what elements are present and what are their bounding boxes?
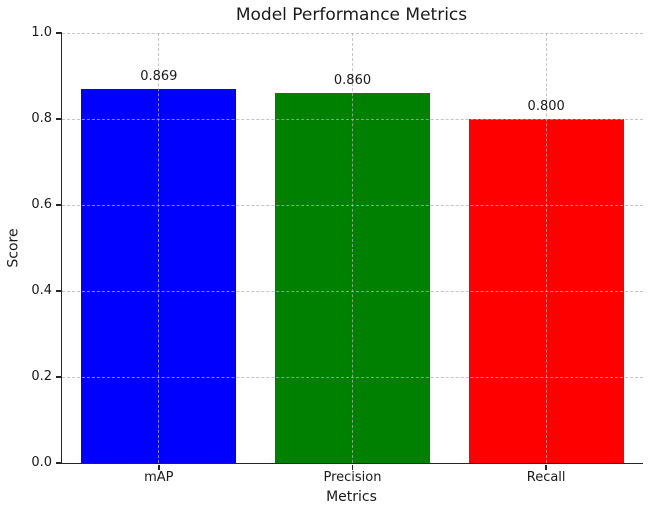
- y-tick-mark: [56, 290, 62, 292]
- y-gridline: [62, 32, 643, 34]
- y-tick-label: 1.0: [31, 25, 52, 40]
- bar-value-label: 0.800: [527, 99, 565, 114]
- plot-area: 0.0 0.2 0.4 0.6 0.8 1.0 0.869 mAP 0.860 Precision…: [31, 25, 643, 485]
- x-tick-label: Precision: [323, 470, 382, 485]
- bar-precision: [275, 93, 430, 463]
- bar-recall: [468, 119, 624, 463]
- y-tick-mark: [56, 118, 62, 120]
- y-tick-label: 0.8: [31, 111, 52, 126]
- x-tick-label: Recall: [526, 470, 566, 485]
- x-tick-mark: [158, 464, 160, 470]
- bar-value-label: 0.869: [140, 69, 178, 85]
- x-tick-label: mAP: [144, 470, 174, 485]
- y-tick-label: 0.6: [31, 197, 52, 212]
- y-tick-mark: [56, 376, 62, 378]
- y-tick-mark: [56, 32, 62, 34]
- y-axis-label: Score: [6, 228, 22, 268]
- y-tick-label: 0.0: [31, 455, 52, 470]
- x-tick-mark: [545, 464, 547, 470]
- chart-title: Model Performance Metrics: [235, 5, 468, 25]
- y-tick-label: 0.2: [31, 369, 52, 384]
- bar-value-label: 0.860: [333, 73, 372, 89]
- y-tick-mark: [56, 462, 62, 464]
- x-tick-mark: [351, 464, 354, 470]
- y-axis-label-wrap: Score: [2, 33, 26, 463]
- y-tick-label: 0.4: [31, 283, 52, 298]
- bar-map: [81, 89, 237, 463]
- y-tick-mark: [56, 204, 62, 206]
- x-axis-label: Metrics: [326, 489, 377, 505]
